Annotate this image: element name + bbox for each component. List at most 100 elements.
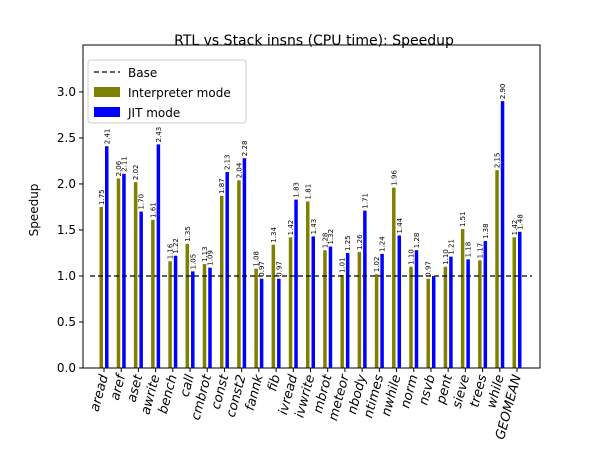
value-label: 1.70 <box>138 194 146 210</box>
bar <box>483 241 488 368</box>
y-tick-label: 3.0 <box>57 85 76 99</box>
value-label: 1.05 <box>189 254 197 270</box>
value-label: 1.10 <box>442 249 450 265</box>
legend-label: Base <box>128 66 157 80</box>
value-label: 2.04 <box>235 162 243 178</box>
bar <box>156 144 161 368</box>
bar <box>288 237 293 368</box>
bar <box>242 158 247 368</box>
bar <box>237 180 241 368</box>
value-label: 1.42 <box>511 220 519 236</box>
bar <box>357 252 362 368</box>
legend-label: Interpreter mode <box>128 86 231 100</box>
bar <box>431 275 436 368</box>
value-label: 0.97 <box>275 261 283 277</box>
legend-box <box>87 59 247 124</box>
y-tick-label: 2.5 <box>57 131 76 145</box>
legend-swatch <box>94 107 120 117</box>
value-label: 1.18 <box>465 242 473 258</box>
value-label: 1.28 <box>413 233 421 249</box>
bar <box>116 178 121 368</box>
value-label: 1.44 <box>396 217 404 233</box>
legend-swatch <box>94 87 120 97</box>
value-label: 1.10 <box>408 249 416 265</box>
value-label: 2.06 <box>115 160 123 176</box>
x-tick-label: aset <box>125 372 147 404</box>
bar <box>151 219 155 368</box>
value-label: 1.48 <box>516 214 524 230</box>
value-label: 1.96 <box>390 170 398 186</box>
bar <box>225 171 229 368</box>
bar <box>191 271 195 368</box>
value-label: 1.43 <box>310 219 318 235</box>
value-label: 2.15 <box>494 153 502 169</box>
value-label: 1.08 <box>253 251 261 267</box>
bar <box>133 182 138 368</box>
value-label: 1.51 <box>459 211 467 227</box>
bar <box>208 267 212 368</box>
bar <box>518 231 522 368</box>
value-label: 1.21 <box>447 239 455 255</box>
value-label: 1.09 <box>207 250 215 266</box>
bar <box>306 201 310 368</box>
value-label: 1.22 <box>172 238 180 254</box>
bar <box>409 266 413 368</box>
value-label: 1.83 <box>293 182 301 198</box>
value-label: 2.28 <box>241 141 249 157</box>
value-label: 2.43 <box>155 127 163 143</box>
bar <box>254 268 258 368</box>
value-label: 1.81 <box>304 184 312 200</box>
value-label: 1.87 <box>218 178 226 194</box>
value-label: 1.61 <box>149 202 157 218</box>
bar <box>168 261 172 368</box>
bar <box>202 264 207 368</box>
value-label: 1.28 <box>321 233 329 249</box>
value-label: 1.16 <box>167 243 175 259</box>
value-label: 1.01 <box>339 257 347 273</box>
bar <box>277 278 281 368</box>
bar <box>397 235 402 368</box>
bar <box>495 170 499 368</box>
value-label: 1.75 <box>98 189 106 205</box>
x-tick-label: fib <box>265 373 284 393</box>
bar <box>271 244 276 368</box>
value-label: 1.24 <box>379 236 387 252</box>
bar <box>122 173 126 368</box>
bar <box>392 187 396 368</box>
bar <box>259 278 264 368</box>
y-tick-label: 0.5 <box>57 315 76 329</box>
legend-label: JIT mode <box>127 106 180 120</box>
value-label: 1.35 <box>184 226 192 242</box>
plot-frame <box>82 44 541 369</box>
bar <box>311 236 315 368</box>
bar <box>380 253 384 368</box>
bar <box>466 259 470 368</box>
value-label: 2.90 <box>499 84 507 100</box>
bar <box>426 278 430 368</box>
bar <box>449 256 453 368</box>
value-label: 1.32 <box>327 229 335 245</box>
bar <box>294 199 298 368</box>
y-axis-label: Speedup <box>27 184 41 237</box>
bar <box>363 210 367 368</box>
y-tick-label: 1.0 <box>57 269 76 283</box>
y-tick-label: 2.0 <box>57 177 76 191</box>
value-label: 0.97 <box>258 261 266 277</box>
value-label: 1.71 <box>361 193 369 209</box>
bar <box>323 250 327 368</box>
bar <box>512 237 516 368</box>
bar <box>219 195 224 368</box>
value-label: 1.26 <box>356 234 364 250</box>
bar <box>443 266 448 368</box>
bar <box>340 275 344 368</box>
x-tick-label: call <box>178 373 198 399</box>
bar <box>478 260 482 368</box>
y-tick-label: 0.0 <box>57 361 76 375</box>
value-label: 1.34 <box>270 227 278 243</box>
bar <box>99 206 103 368</box>
x-tick-label: aref <box>108 371 130 402</box>
value-label: 0.97 <box>425 261 433 277</box>
bar <box>374 274 379 368</box>
chart-title: RTL vs Stack insns (CPU time): Speedup <box>174 33 454 49</box>
